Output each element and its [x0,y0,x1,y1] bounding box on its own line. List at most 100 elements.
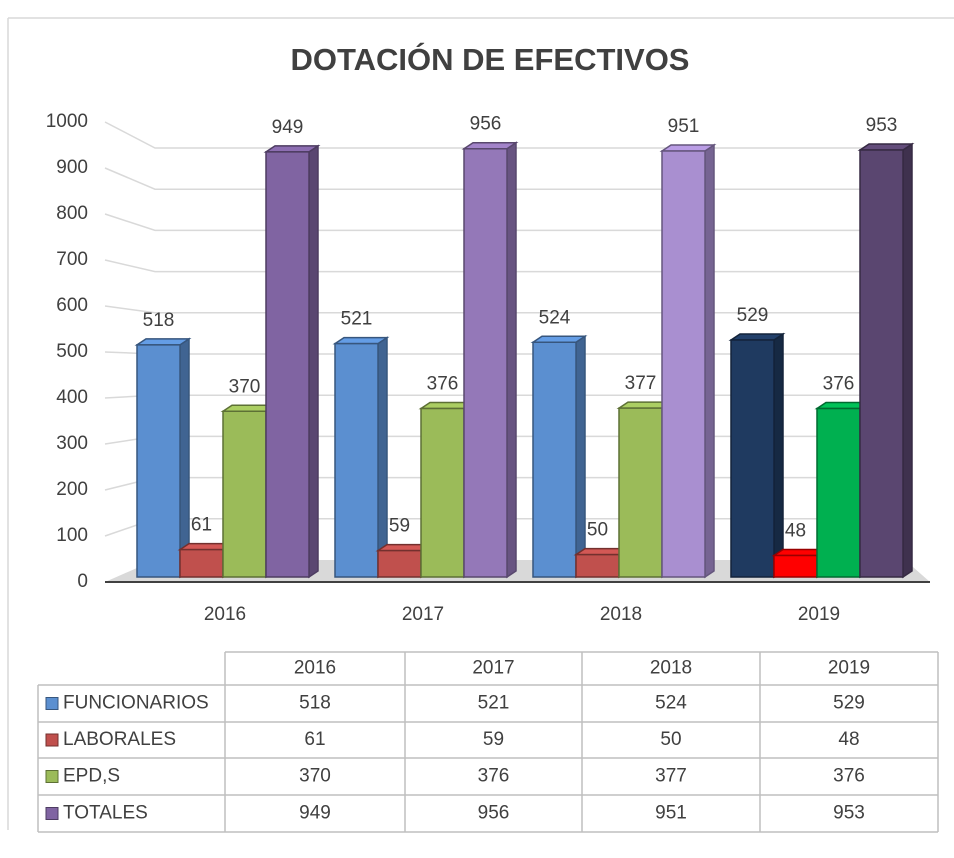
legend-swatch [45,807,59,820]
y-tick-label: 200 [56,479,88,500]
table-cell: 377 [655,766,687,787]
y-tick-label: 800 [56,203,88,224]
data-label: 524 [539,307,571,328]
bar-face [575,334,586,579]
bar [857,142,915,579]
bar-face [463,147,508,578]
y-tick-label: 700 [56,249,88,270]
y-tick-label: 100 [56,525,88,546]
table-cell: 951 [655,803,687,824]
table-header: 2016 [294,658,336,679]
bar-face [902,142,913,579]
table-cell: 529 [833,693,865,714]
data-label: 951 [668,116,700,137]
bar-face [265,151,310,578]
table-cell: 376 [478,766,510,787]
bar-face [773,554,818,578]
table-cell: 956 [478,803,510,824]
bar-face [332,336,390,345]
table-cell: 376 [833,766,865,787]
legend-swatch [45,697,59,710]
data-label: 370 [229,376,261,397]
x-tick-label: 2017 [402,604,444,625]
table-cell: 518 [299,693,331,714]
data-label: 377 [625,373,657,394]
grid-line [104,305,905,314]
bar-face [618,407,663,578]
data-label: 376 [823,374,855,395]
bar-face [179,548,224,578]
table-cell: 524 [655,693,687,714]
bar [659,143,717,579]
legend-label: LABORALES [63,729,176,750]
chart-title: DOTACIÓN DE EFECTIVOS [290,41,689,77]
bar-face [773,332,784,579]
bar-face [728,333,786,341]
data-label: 529 [737,305,769,326]
bar-face [659,144,717,152]
y-tick-label: 300 [56,433,88,454]
legend-swatch [45,770,59,783]
data-label: 376 [427,374,459,395]
bar [332,336,390,579]
grid-line [104,121,905,149]
bar-face [530,335,588,343]
bar-face [461,141,519,150]
bar-face [575,553,620,578]
bar-face [377,549,422,578]
table-cell: 370 [299,766,331,787]
table-cell: 949 [299,803,331,824]
grid-line [104,259,905,273]
bar-face [377,336,388,579]
table-cell: 48 [838,729,859,750]
x-tick-label: 2019 [798,604,840,625]
data-label: 61 [191,515,212,536]
y-tick-label: 900 [56,157,88,178]
y-tick-label: 1000 [46,111,88,132]
data-label: 518 [143,310,175,331]
bar-face [263,145,321,153]
bar-face [506,141,517,579]
y-tick-label: 600 [56,295,88,316]
data-label: 48 [785,521,806,542]
grid-line [104,167,905,190]
data-label: 521 [341,309,373,330]
x-tick-label: 2016 [204,604,246,625]
table-header: 2019 [828,658,870,679]
table-cell: 61 [304,729,325,750]
bar-face [420,407,465,578]
table-cell: 59 [483,729,504,750]
bar-face [136,344,181,578]
bar-face [857,143,915,151]
bar-face [179,337,190,579]
grid-line [104,213,905,232]
bar-face [308,144,319,579]
y-tick-label: 0 [77,571,88,592]
bar [530,334,588,579]
bar-face [704,143,715,579]
legend-label: EPD,S [63,766,120,787]
data-label: 50 [587,520,608,541]
bar-face [730,339,775,578]
y-tick-label: 500 [56,341,88,362]
table-cell: 521 [478,693,510,714]
chart-border [7,17,954,830]
bar [134,337,192,579]
x-tick-label: 2018 [600,604,642,625]
data-label: 956 [470,114,502,135]
bar-face [816,407,861,578]
bar-face [134,338,192,346]
table-cell: 50 [660,729,681,750]
table-header: 2018 [650,658,692,679]
data-label: 953 [866,115,898,136]
y-tick-label: 400 [56,387,88,408]
legend-label: FUNCIONARIOS [63,693,209,714]
bar-face [661,150,706,578]
bar-face [859,149,904,578]
bar-face [222,410,267,578]
legend-label: TOTALES [63,803,148,824]
table-cell: 953 [833,803,865,824]
bar [461,141,519,579]
data-label: 59 [389,516,410,537]
